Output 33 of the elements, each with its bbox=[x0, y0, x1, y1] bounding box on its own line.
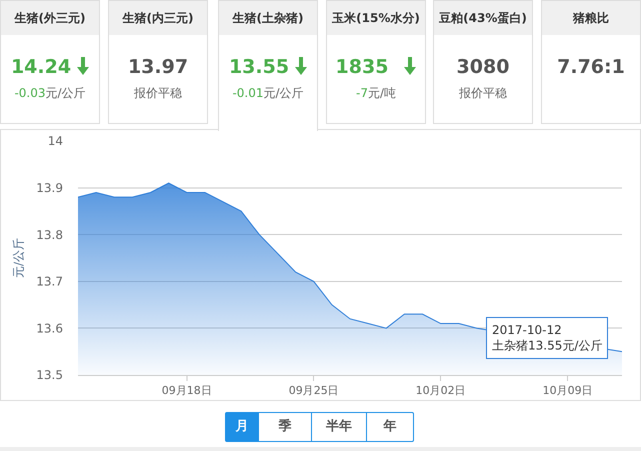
y-tick-label: 13.6 bbox=[36, 321, 63, 336]
x-tick-label: 10月02日 bbox=[416, 384, 466, 398]
y-tick-label: 13.7 bbox=[36, 274, 63, 289]
text: 7.76:1 bbox=[557, 56, 625, 78]
y-tick-label: 14 bbox=[48, 134, 63, 148]
text: -0.01元/公斤 bbox=[231, 85, 305, 102]
y-tick-label: 13.8 bbox=[36, 228, 63, 242]
annotation: 2017-10-12 土杂猪13.55元/公斤 bbox=[492, 323, 602, 353]
text: 14.24 bbox=[10, 56, 72, 78]
category-label: 猪粮比 bbox=[542, 1, 640, 35]
category-label: 生猪(内三元) bbox=[109, 1, 207, 35]
text: -0.03元/公斤 bbox=[13, 85, 87, 102]
y-tick-label: 13.5 bbox=[36, 368, 63, 382]
text: 报价平稳 bbox=[133, 85, 183, 102]
text: 3080 bbox=[456, 56, 510, 78]
category-label: 豆粕(43%蛋白) bbox=[434, 1, 532, 35]
text: 年 bbox=[366, 413, 413, 441]
category-label: 生猪(外三元) bbox=[1, 1, 99, 35]
category-label: 生猪(土杂猪) bbox=[219, 1, 317, 35]
y-axis-title: 元/公斤 bbox=[12, 238, 26, 278]
text: 季 bbox=[258, 413, 311, 441]
x-tick-label: 09月18日 bbox=[162, 384, 212, 398]
x-tick-label: 10月09日 bbox=[542, 384, 593, 398]
x-tick-label: 09月25日 bbox=[288, 384, 339, 398]
text: 报价平稳 bbox=[458, 85, 508, 102]
y-tick-label: 13.9 bbox=[36, 181, 63, 195]
text: 13.97 bbox=[128, 56, 188, 78]
category-label: 玉米(15%水分) bbox=[327, 1, 425, 35]
text: 1835 bbox=[336, 56, 388, 78]
text: -7元/吨 bbox=[354, 85, 397, 102]
text: 13.55 bbox=[228, 56, 290, 78]
text: 月 bbox=[226, 413, 258, 441]
text: 半年 bbox=[311, 413, 366, 441]
